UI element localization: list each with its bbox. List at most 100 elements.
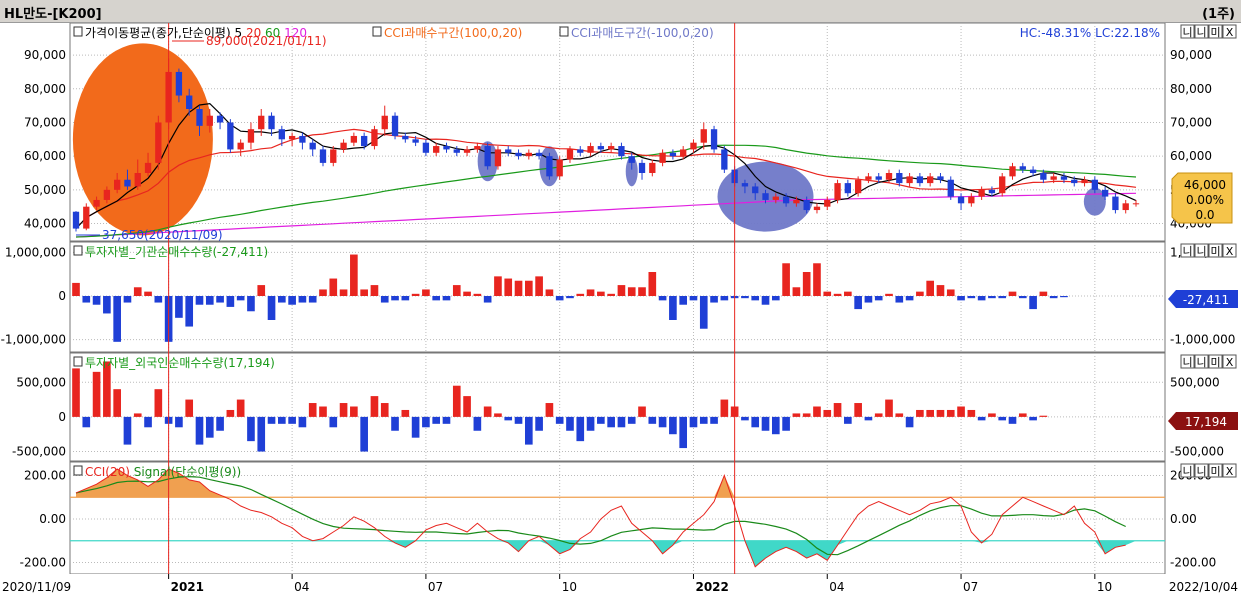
institution-bar bbox=[360, 289, 368, 296]
foreign-bar bbox=[401, 409, 410, 417]
institution-bar bbox=[350, 254, 358, 296]
panel-control-glyph: 미 bbox=[1210, 26, 1220, 39]
institution-bar bbox=[483, 296, 492, 303]
ma-legend: 가격이동평균(종가,단순이평) 5 20 60 120 bbox=[85, 26, 307, 40]
candle-body bbox=[1060, 176, 1068, 180]
panel-control-button[interactable] bbox=[1222, 243, 1237, 258]
institution-bar bbox=[586, 289, 595, 296]
panel-control-glyph: 미 bbox=[1210, 245, 1220, 258]
foreign-bar bbox=[524, 416, 533, 445]
panel-control-button[interactable] bbox=[1222, 354, 1237, 369]
signal-line bbox=[75, 476, 1126, 556]
x-tick-label: 07 bbox=[963, 580, 978, 594]
foreign-bar bbox=[607, 416, 615, 428]
foreign-bar bbox=[689, 416, 698, 428]
foreign-bar bbox=[278, 416, 286, 424]
foreign-bar bbox=[638, 406, 646, 417]
foreign-bar bbox=[998, 416, 1007, 421]
candle-body bbox=[1050, 176, 1057, 180]
foreign-bar bbox=[308, 403, 317, 417]
price-tick-right: 70,000 bbox=[1170, 115, 1212, 129]
panel-control-button[interactable] bbox=[1180, 243, 1195, 258]
panel-control-button[interactable] bbox=[1208, 354, 1223, 369]
panel-control-button[interactable] bbox=[1208, 463, 1223, 478]
institution-bar bbox=[741, 296, 749, 299]
candle-body bbox=[1132, 203, 1140, 205]
foreign-bar bbox=[380, 403, 389, 417]
foreign-panel[interactable] bbox=[69, 352, 1166, 462]
candle-body bbox=[340, 142, 347, 150]
foreign-label: 투자자별_외국인순매수수량(17,194) bbox=[85, 356, 275, 370]
candle-body bbox=[752, 186, 759, 194]
foreign-bar bbox=[288, 416, 296, 424]
candle-body bbox=[134, 173, 141, 187]
institution-bar bbox=[874, 296, 883, 301]
candle-body bbox=[803, 199, 810, 211]
price-tick-right: 90,000 bbox=[1170, 48, 1212, 62]
foreign-bar bbox=[597, 416, 605, 424]
candle-body bbox=[721, 149, 728, 170]
cci-panel[interactable] bbox=[69, 461, 1166, 575]
institution-bar bbox=[535, 276, 543, 296]
foreign-bar bbox=[226, 409, 235, 417]
cci-overbought-fill bbox=[76, 469, 1136, 498]
institution-bar bbox=[370, 285, 379, 296]
institution-bar bbox=[411, 293, 420, 296]
cci-legend: CCI(20) Signal(단순이평(9)) bbox=[73, 465, 241, 479]
candle-body bbox=[957, 196, 965, 204]
institution-bar bbox=[669, 296, 677, 320]
panel-control-button[interactable] bbox=[1208, 243, 1223, 258]
foreign-bar bbox=[411, 416, 420, 438]
foreign-bar bbox=[113, 389, 121, 417]
foreign-bar bbox=[627, 416, 636, 424]
foreign-bar bbox=[833, 403, 842, 417]
institution-bar bbox=[813, 263, 821, 296]
inst-tick-right: -1,000,000 bbox=[1170, 333, 1235, 347]
candle-body bbox=[607, 146, 615, 150]
panel-controls[interactable]: 니 니 미 X니 니 미 X니 니 미 X니 니 미 X bbox=[1180, 24, 1237, 478]
candle-body bbox=[114, 179, 121, 190]
foreign-bar bbox=[895, 413, 904, 417]
foreign-bar bbox=[267, 416, 276, 424]
foreign-tick-right: 500,000 bbox=[1170, 375, 1220, 389]
price-panel[interactable] bbox=[69, 23, 1166, 242]
panel-control-button[interactable] bbox=[1194, 463, 1209, 478]
candle-body bbox=[968, 196, 975, 204]
panel-control-glyph: 니 bbox=[1196, 356, 1206, 369]
panel-control-button[interactable] bbox=[1208, 24, 1223, 39]
institution-bars bbox=[72, 254, 1068, 342]
institution-bar bbox=[432, 296, 441, 301]
institution-bar bbox=[133, 287, 142, 296]
foreign-bar bbox=[154, 389, 163, 417]
panel-control-button[interactable] bbox=[1180, 354, 1195, 369]
candle-body bbox=[412, 139, 419, 143]
institution-bar bbox=[885, 293, 893, 296]
panel-control-button[interactable] bbox=[1194, 24, 1209, 39]
institution-bar bbox=[195, 296, 204, 305]
panel-control-button[interactable] bbox=[1222, 463, 1237, 478]
foreign-bar bbox=[92, 371, 101, 417]
date-axis bbox=[0, 574, 1241, 598]
price-tick-left: 50,000 bbox=[24, 183, 66, 197]
cci-sell-legend: CCI과매도구간(-100,0,20) bbox=[571, 26, 714, 40]
panel-control-button[interactable] bbox=[1194, 354, 1209, 369]
institution-bar bbox=[442, 296, 451, 301]
candle-body bbox=[443, 146, 450, 150]
candle-body bbox=[947, 179, 954, 197]
ma60-line bbox=[75, 144, 1137, 238]
candle-body bbox=[1081, 179, 1088, 184]
foreign-tag: 17,194 bbox=[1168, 412, 1238, 430]
stock-chart[interactable]: 90,000 90,000 80,000 80,000 70,000 70,000 60,0… bbox=[0, 23, 1241, 598]
candle-body bbox=[1101, 189, 1109, 197]
price-tick-left: 60,000 bbox=[24, 149, 66, 163]
foreign-bar bbox=[761, 416, 770, 431]
foreign-tick-left: -500,000 bbox=[12, 445, 66, 459]
foreign-bar bbox=[545, 403, 554, 417]
foreign-bar bbox=[916, 409, 924, 417]
panel-control-button[interactable] bbox=[1180, 463, 1195, 478]
foreign-bar bbox=[669, 416, 677, 435]
panel-control-button[interactable] bbox=[1180, 24, 1195, 39]
inst-tick-left: -1,000,000 bbox=[1, 333, 66, 347]
panel-control-button[interactable] bbox=[1222, 24, 1237, 39]
panel-control-button[interactable] bbox=[1194, 243, 1209, 258]
